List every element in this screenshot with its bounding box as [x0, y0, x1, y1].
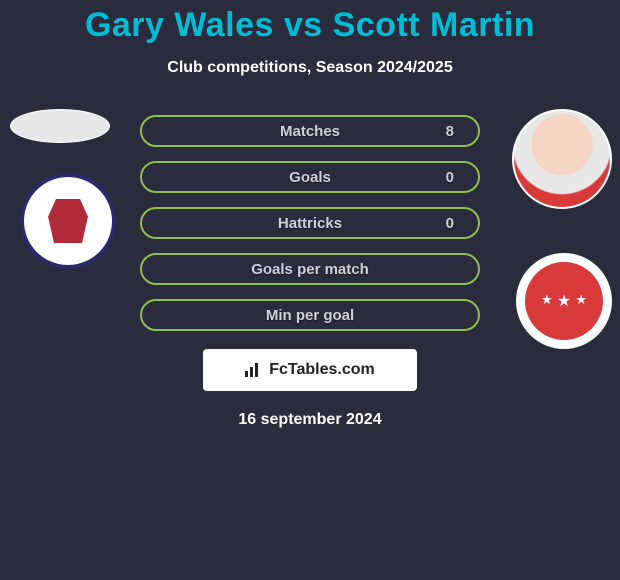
stat-label: Goals	[289, 169, 331, 186]
page-title: Gary Wales vs Scott Martin	[0, 0, 620, 45]
comparison-content: ★ Matches 8 Goals 0 Hattricks 0 Goals pe…	[0, 115, 620, 429]
stat-label: Matches	[280, 123, 340, 140]
stat-value: 0	[446, 215, 454, 232]
stat-label: Goals per match	[251, 261, 369, 278]
club-right-badge: ★	[516, 253, 612, 349]
stat-bar-goals-per-match: Goals per match	[140, 253, 480, 285]
stat-value: 0	[446, 169, 454, 186]
stat-label: Min per goal	[266, 307, 354, 324]
stat-bar-goals: Goals 0	[140, 161, 480, 193]
stat-label: Hattricks	[278, 215, 342, 232]
brand-text: FcTables.com	[269, 361, 375, 379]
stat-bar-min-per-goal: Min per goal	[140, 299, 480, 331]
date-text: 16 september 2024	[0, 411, 620, 429]
stat-bar-matches: Matches 8	[140, 115, 480, 147]
player-right-avatar	[512, 109, 612, 209]
star-icon: ★	[557, 291, 571, 311]
club-right-badge-inner: ★	[525, 262, 603, 340]
stat-bars: Matches 8 Goals 0 Hattricks 0 Goals per …	[140, 115, 480, 331]
subtitle: Club competitions, Season 2024/2025	[0, 59, 620, 77]
player-left-avatar	[10, 109, 110, 143]
stat-bar-hattricks: Hattricks 0	[140, 207, 480, 239]
stat-value: 8	[446, 123, 454, 140]
club-left-badge	[20, 173, 116, 269]
brand-badge: FcTables.com	[203, 349, 417, 391]
bar-chart-icon	[245, 363, 263, 377]
